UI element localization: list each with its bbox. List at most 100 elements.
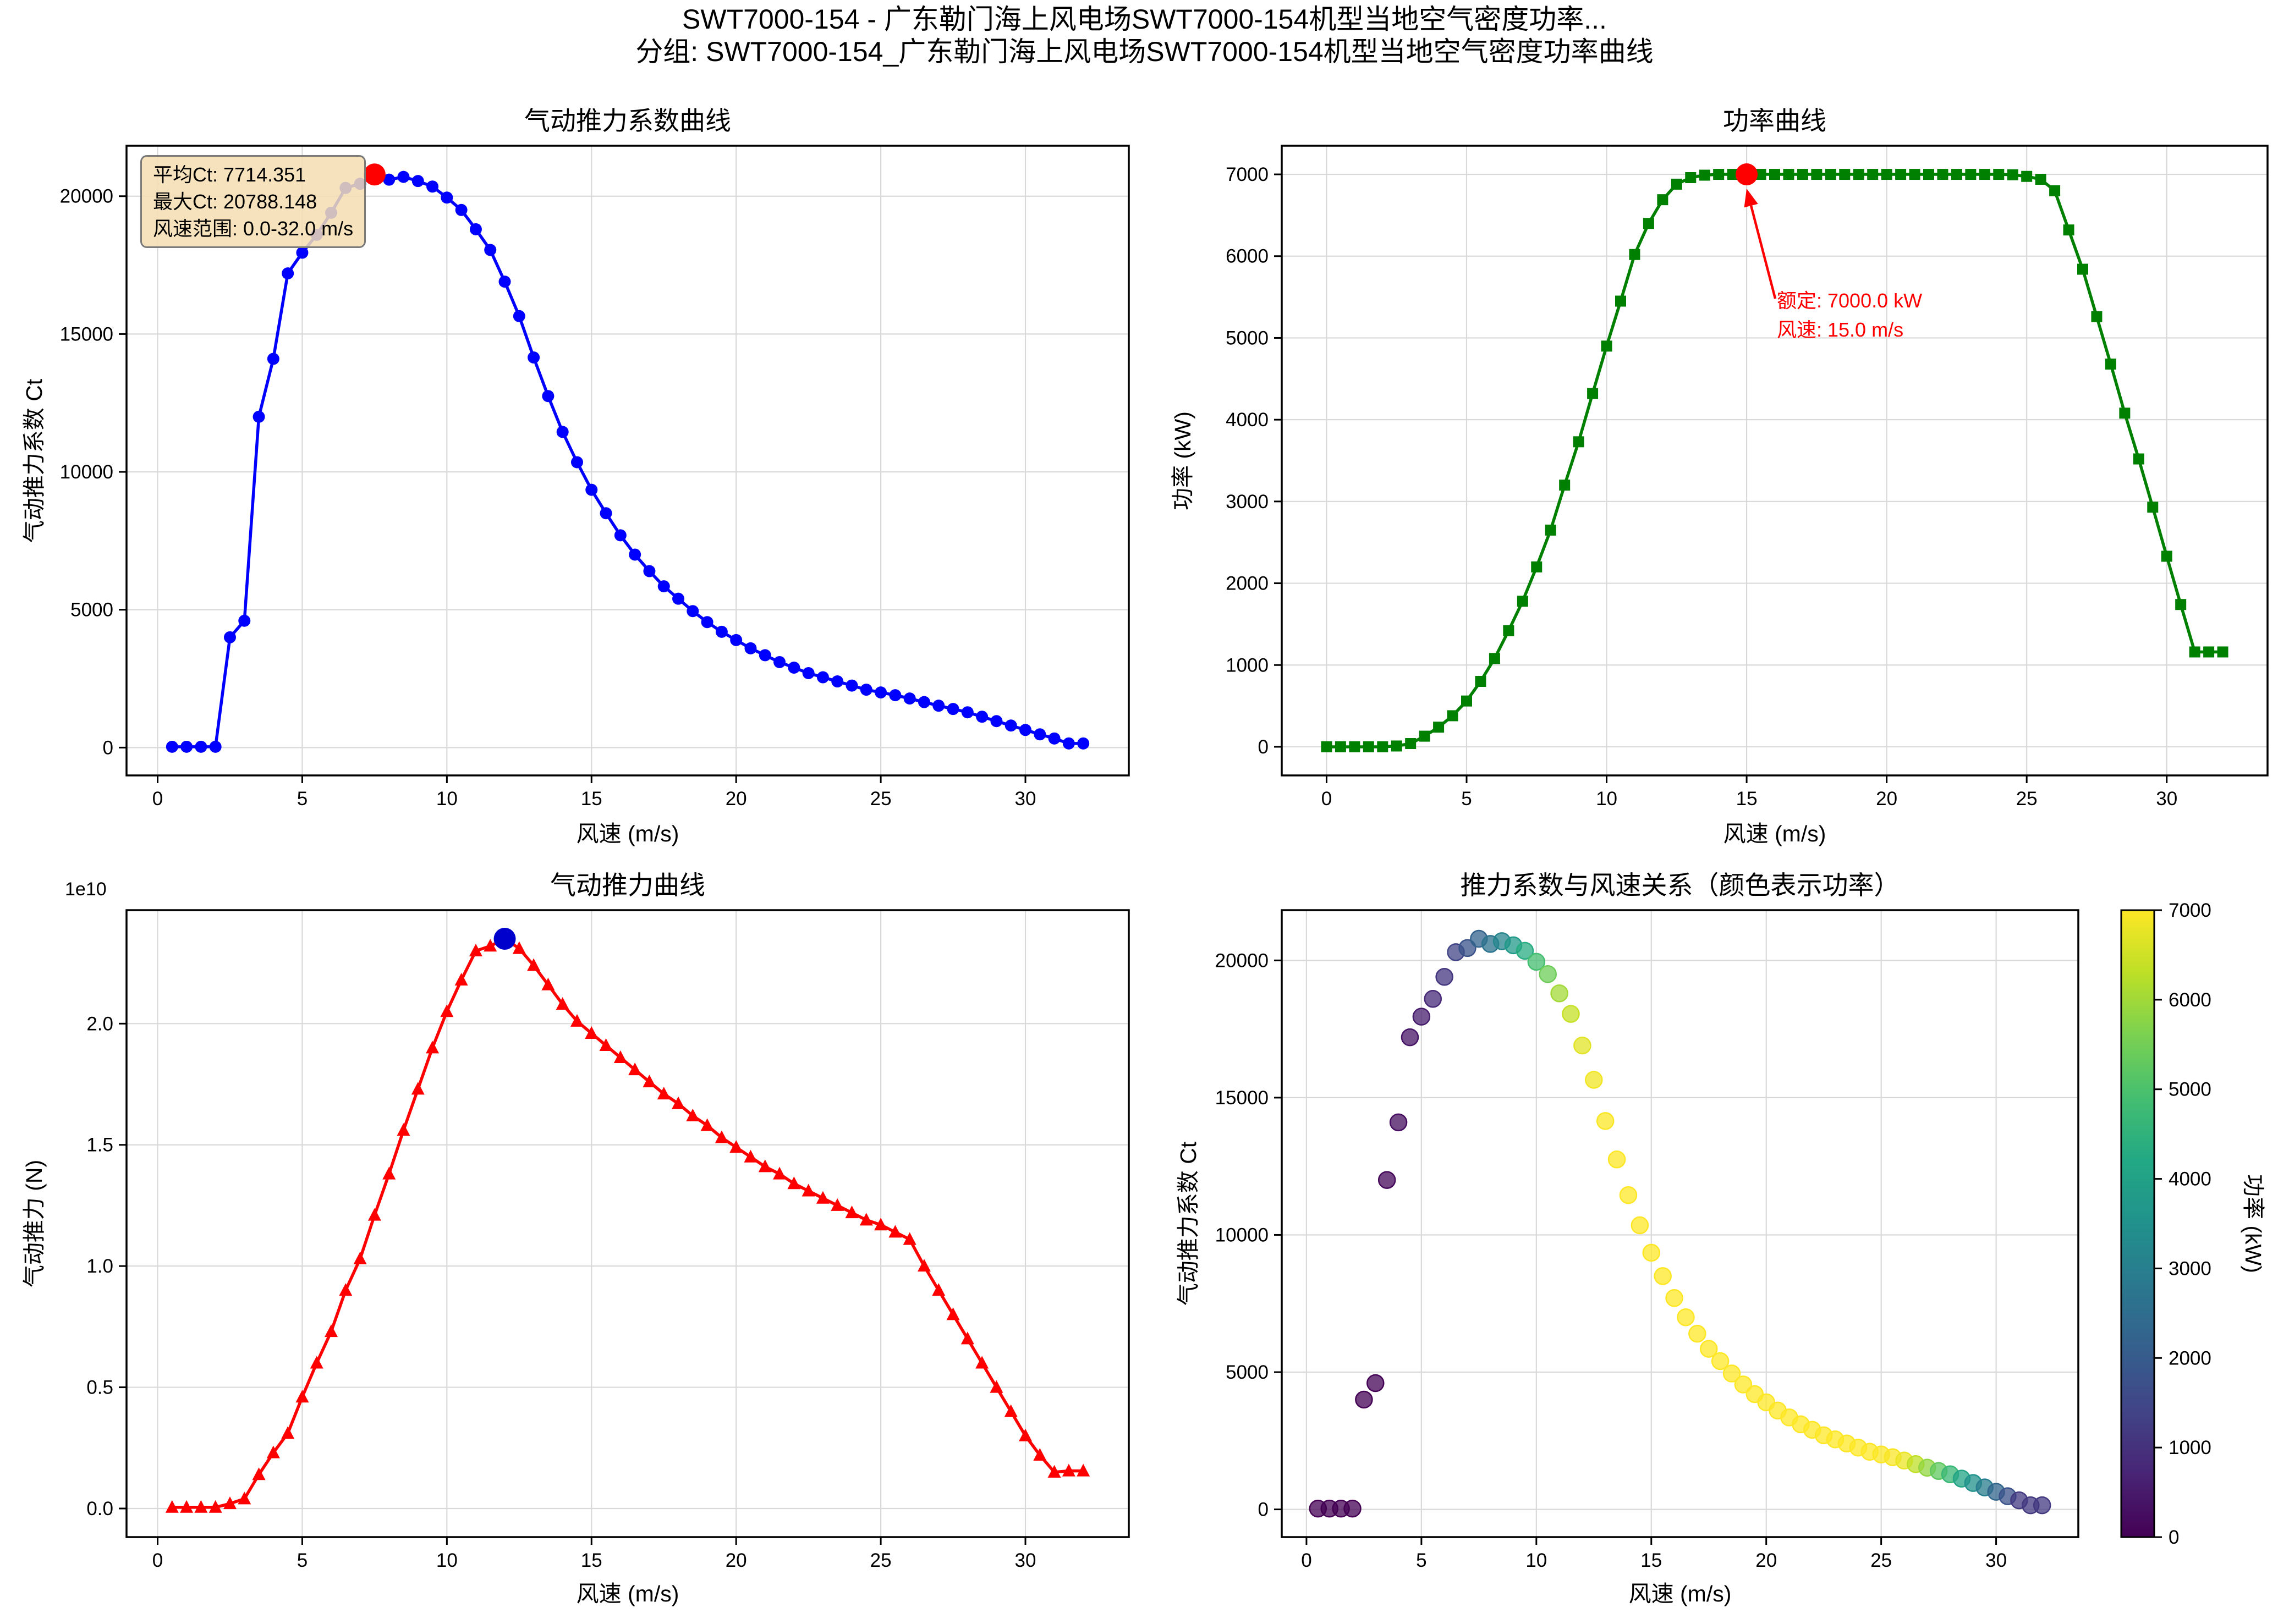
svg-text:20: 20 xyxy=(1755,1550,1777,1571)
svg-text:5000: 5000 xyxy=(2169,1079,2211,1100)
svg-text:5000: 5000 xyxy=(70,599,113,621)
figure-suptitle-line-2: 分组: SWT7000-154_广东勒门海上风电场SWT7000-154机型当地… xyxy=(635,36,1654,67)
svg-text:5000: 5000 xyxy=(1226,327,1269,349)
svg-text:25: 25 xyxy=(870,788,892,810)
y-axis-offset-text: 1e10 xyxy=(65,879,107,900)
svg-text:5: 5 xyxy=(297,1550,308,1571)
subplot-title-power-curve: 功率曲线 xyxy=(1723,106,1826,135)
y-axis-label-power-curve: 功率 (kW) xyxy=(1170,411,1195,510)
panel-thrust-curve: 0 5 10 15 20 25 30 0.0 0.5 1.0 1.5 2.0 xyxy=(86,909,1130,1571)
axes-frame-power-curve xyxy=(1281,145,2269,777)
ct-stats-annotation-box: 平均Ct: 7714.351 最大Ct: 20788.148 风速范围: 0.0… xyxy=(140,155,366,248)
svg-text:10000: 10000 xyxy=(1215,1224,1269,1246)
svg-text:1000: 1000 xyxy=(1226,654,1269,676)
highlight-point-power-curve xyxy=(1736,163,1758,186)
svg-text:10: 10 xyxy=(436,788,458,810)
svg-text:0.5: 0.5 xyxy=(86,1377,113,1399)
svg-text:20: 20 xyxy=(726,1550,747,1571)
svg-text:30: 30 xyxy=(1015,1550,1036,1571)
svg-text:6000: 6000 xyxy=(1226,246,1269,267)
svg-text:0.0: 0.0 xyxy=(86,1498,113,1520)
svg-text:20: 20 xyxy=(726,788,747,810)
svg-text:10: 10 xyxy=(1596,788,1617,810)
series-thrust-curve xyxy=(165,932,1090,1513)
svg-text:20: 20 xyxy=(1876,788,1897,810)
svg-text:30: 30 xyxy=(1985,1550,2007,1571)
svg-text:30: 30 xyxy=(2156,788,2177,810)
svg-text:15000: 15000 xyxy=(1215,1087,1269,1109)
highlight-point-ct-curve xyxy=(363,163,386,186)
series-power-curve xyxy=(1321,169,2228,752)
y-axis-label-scatter: 气动推力系数 Ct xyxy=(1176,1141,1201,1306)
ct-stats-line-mean: 平均Ct: 7714.351 xyxy=(153,163,306,186)
svg-text:5000: 5000 xyxy=(1226,1362,1269,1383)
axes-frame-thrust-curve xyxy=(125,909,1130,1538)
svg-text:0: 0 xyxy=(1258,1499,1269,1521)
svg-text:10000: 10000 xyxy=(60,461,113,483)
figure-suptitle: SWT7000-154 - 广东勒门海上风电场SWT7000-154机型当地空气… xyxy=(0,3,2289,68)
svg-text:1.5: 1.5 xyxy=(86,1135,113,1156)
grid-thrust-curve xyxy=(127,910,1129,1537)
svg-text:10: 10 xyxy=(436,1550,458,1571)
svg-text:5: 5 xyxy=(1416,1550,1426,1571)
x-axis-label-power-curve: 风速 (m/s) xyxy=(1723,821,1826,846)
svg-text:0: 0 xyxy=(1258,736,1269,758)
svg-text:10: 10 xyxy=(1525,1550,1547,1571)
svg-text:2000: 2000 xyxy=(1226,573,1269,594)
x-axis-label-thrust-curve: 风速 (m/s) xyxy=(576,1581,679,1606)
svg-text:1000: 1000 xyxy=(2169,1437,2211,1458)
svg-text:7000: 7000 xyxy=(2169,900,2211,921)
svg-text:5: 5 xyxy=(1461,788,1472,810)
axes-frame-ct-vs-wind-scatter xyxy=(1281,909,2079,1538)
svg-text:2000: 2000 xyxy=(2169,1347,2211,1369)
svg-text:4000: 4000 xyxy=(1226,409,1269,431)
svg-text:20000: 20000 xyxy=(1215,950,1269,971)
subplot-title-thrust-curve: 气动推力曲线 xyxy=(550,871,705,900)
annotation-arrowhead xyxy=(1744,189,1758,208)
grid-ct-vs-wind-scatter xyxy=(1282,910,2078,1537)
svg-text:25: 25 xyxy=(1870,1550,1892,1571)
colorbar-label: 功率 (kW) xyxy=(2241,1174,2266,1273)
annotation-arrow xyxy=(1749,205,1777,299)
rated-power-line: 额定: 7000.0 kW xyxy=(1777,289,1923,312)
svg-text:7000: 7000 xyxy=(1226,164,1269,185)
svg-text:3000: 3000 xyxy=(1226,491,1269,513)
svg-text:3000: 3000 xyxy=(2169,1258,2211,1279)
svg-text:25: 25 xyxy=(870,1550,892,1571)
grid-power-curve xyxy=(1282,146,2268,775)
svg-text:15: 15 xyxy=(581,788,602,810)
figure-suptitle-line-1: SWT7000-154 - 广东勒门海上风电场SWT7000-154机型当地空气… xyxy=(682,4,1607,35)
series-ct-vs-wind-scatter xyxy=(1309,929,2051,1518)
svg-text:2.0: 2.0 xyxy=(86,1013,113,1034)
svg-text:20000: 20000 xyxy=(60,186,113,207)
y-axis-label-thrust-curve: 气动推力 (N) xyxy=(21,1159,47,1288)
svg-text:15: 15 xyxy=(1640,1550,1662,1571)
svg-text:0: 0 xyxy=(152,788,163,810)
svg-text:30: 30 xyxy=(1015,788,1036,810)
x-axis-label-scatter: 风速 (m/s) xyxy=(1628,1581,1732,1606)
subplot-title-scatter: 推力系数与风速关系（颜色表示功率） xyxy=(1460,871,1900,900)
svg-text:4000: 4000 xyxy=(2169,1169,2211,1190)
svg-text:0: 0 xyxy=(2169,1527,2179,1548)
svg-text:6000: 6000 xyxy=(2169,989,2211,1011)
svg-text:25: 25 xyxy=(2016,788,2038,810)
ct-stats-line-range: 风速范围: 0.0-32.0 m/s xyxy=(153,217,354,240)
svg-text:15000: 15000 xyxy=(60,323,113,345)
panel-ct-vs-wind-scatter: 0 5 10 15 20 25 30 0 5000 10000 15000 20000 xyxy=(1215,909,2079,1571)
svg-text:5: 5 xyxy=(297,788,308,810)
svg-text:1.0: 1.0 xyxy=(86,1256,113,1277)
axes-frame-ct-curve xyxy=(125,145,1130,777)
panel-power-curve: 0 5 10 15 20 25 30 0 1000 2000 3000 4000 5000 6000 700… xyxy=(1226,145,2269,810)
series-ct-curve xyxy=(166,168,1090,753)
svg-text:15: 15 xyxy=(1736,788,1758,810)
svg-text:0: 0 xyxy=(1301,1550,1311,1571)
x-axis-label-ct-curve: 风速 (m/s) xyxy=(576,821,679,846)
svg-text:15: 15 xyxy=(581,1550,602,1571)
ct-stats-line-max: 最大Ct: 20788.148 xyxy=(153,190,317,213)
rated-power-annotation: 额定: 7000.0 kW 风速: 15.0 m/s xyxy=(1777,286,1922,344)
svg-text:0: 0 xyxy=(152,1550,163,1571)
highlight-point-thrust-curve xyxy=(493,928,516,950)
svg-text:0: 0 xyxy=(1321,788,1332,810)
subplot-title-ct-curve: 气动推力系数曲线 xyxy=(524,106,731,135)
